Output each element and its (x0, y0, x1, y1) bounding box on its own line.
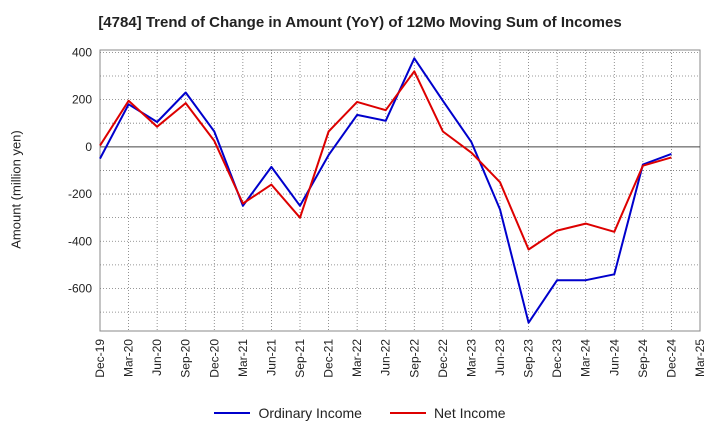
x-tick-label: Sep-22 (407, 339, 421, 378)
legend-swatch-net-income (389, 412, 426, 414)
x-tick-label: Jun-23 (493, 339, 507, 376)
x-tick-label: Jun-20 (150, 339, 164, 376)
legend-item-ordinary-income: Ordinary Income (214, 405, 362, 421)
x-tick-label: Mar-20 (122, 339, 136, 377)
x-tick-label: Mar-23 (464, 339, 478, 377)
legend-label-ordinary-income: Ordinary Income (258, 405, 362, 421)
y-tick-label: -200 (68, 187, 92, 201)
series-line-ordinary-income (99, 57, 672, 324)
y-tick-label: -400 (68, 234, 92, 248)
x-tick-label: Dec-23 (550, 339, 564, 378)
x-tick-label: Dec-20 (207, 339, 221, 378)
x-tick-label: Dec-21 (322, 339, 336, 378)
series-line-net-income (99, 70, 672, 251)
x-tick-label: Sep-20 (179, 339, 193, 378)
y-tick-label: -600 (68, 281, 92, 295)
chart-title: [4784] Trend of Change in Amount (YoY) o… (98, 14, 622, 31)
x-tick-label: Mar-21 (236, 339, 250, 377)
x-tick-label: Dec-24 (664, 339, 678, 378)
x-tick-label: Dec-19 (93, 339, 107, 378)
x-tick-label: Mar-24 (579, 339, 593, 377)
x-tick-label: Mar-25 (693, 339, 707, 377)
x-tick-label: Sep-21 (293, 339, 307, 378)
legend-item-net-income: Net Income (389, 405, 506, 421)
x-tick-label: Mar-22 (350, 339, 364, 377)
x-tick-label: Jun-24 (607, 339, 621, 376)
y-tick-label: 0 (85, 140, 92, 154)
y-tick-label: 200 (72, 93, 92, 107)
x-tick-label: Jun-22 (379, 339, 393, 376)
y-tick-label: 400 (72, 45, 92, 59)
x-tick-label: Sep-24 (636, 339, 650, 378)
legend: Ordinary Income Net Income (0, 405, 720, 421)
legend-swatch-ordinary-income (214, 412, 251, 414)
legend-label-net-income: Net Income (433, 405, 506, 421)
plot-area (99, 49, 701, 332)
x-tick-label: Jun-21 (264, 339, 278, 376)
x-tick-label: Dec-22 (436, 339, 450, 378)
x-tick-label: Sep-23 (522, 339, 536, 378)
